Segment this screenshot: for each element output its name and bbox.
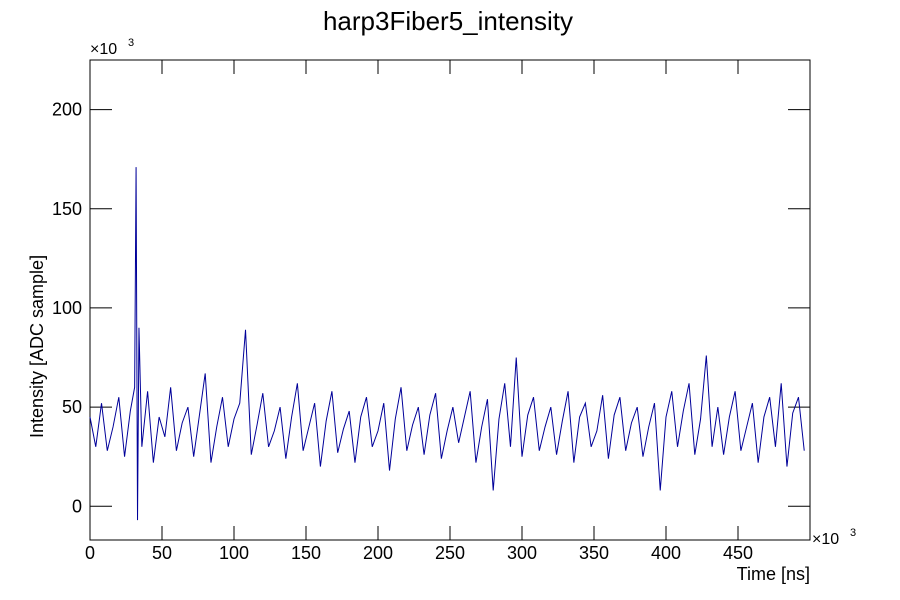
x-tick-label: 150 (291, 543, 321, 563)
x-axis-label: Time [ns] (737, 564, 810, 584)
y-tick-label: 100 (52, 298, 82, 318)
y-scale-exponent: 3 (128, 37, 134, 49)
x-tick-label: 450 (723, 543, 753, 563)
y-tick-label: 200 (52, 100, 82, 120)
chart-title: harp3Fiber5_intensity (323, 6, 573, 36)
x-scale-exponent: 3 (850, 527, 856, 539)
x-tick-label: 0 (85, 543, 95, 563)
y-tick-label: 0 (72, 496, 82, 516)
x-tick-label: 50 (152, 543, 172, 563)
y-tick-label: 150 (52, 199, 82, 219)
x-tick-label: 300 (507, 543, 537, 563)
y-tick-label: 50 (62, 397, 82, 417)
data-line (89, 167, 805, 521)
x-tick-label: 200 (363, 543, 393, 563)
y-axis-label: Intensity [ADC sample] (27, 255, 47, 438)
x-tick-label: 350 (579, 543, 609, 563)
x-tick-label: 100 (219, 543, 249, 563)
x-tick-label: 400 (651, 543, 681, 563)
y-scale-base: ×10 (90, 41, 117, 58)
x-scale-base: ×10 (812, 531, 839, 548)
x-tick-label: 250 (435, 543, 465, 563)
